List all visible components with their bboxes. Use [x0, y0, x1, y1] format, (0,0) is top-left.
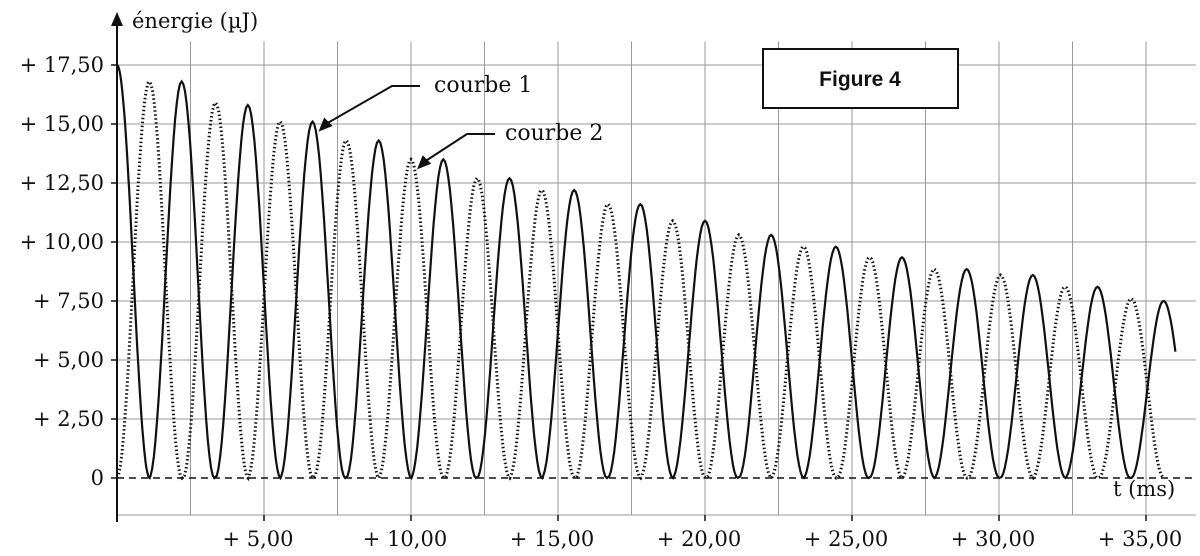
x-tick-label: + 15,00 — [510, 527, 594, 551]
series — [115, 64, 1177, 482]
annotation-arrowhead — [318, 117, 333, 132]
series-courbe-2 — [115, 79, 1165, 482]
x-tick-label: + 30,00 — [951, 527, 1035, 551]
tick-labels: 0 + 2,50 + 5,00 + 7,50 + 10,00 + 12,50 + 15,00… — [20, 53, 1183, 551]
x-tick-label: + 20,00 — [657, 527, 741, 551]
annotation-arrowhead — [417, 155, 432, 170]
figure-label: Figure 4 — [819, 68, 901, 91]
axes — [111, 12, 1196, 522]
annotation-label: courbe 1 — [434, 73, 532, 98]
y-tick-label: + 10,00 — [20, 230, 104, 254]
annotation-arrow-line — [424, 133, 495, 163]
x-tick-label: + 25,00 — [804, 527, 888, 551]
grid — [117, 41, 1196, 516]
annotation-arrow-line — [326, 85, 420, 125]
y-tick-label: + 7,50 — [33, 289, 104, 313]
figure-label-box: Figure 4 — [762, 48, 959, 109]
x-tick-label: + 35,00 — [1098, 527, 1182, 551]
y-tick-label: 0 — [91, 466, 104, 490]
y-tick-label: + 15,00 — [20, 112, 104, 136]
x-axis-title: t (ms) — [1113, 477, 1175, 501]
y-tick-label: + 17,50 — [20, 53, 104, 77]
x-tick-label: + 10,00 — [363, 527, 447, 551]
figure-label-frame — [762, 48, 959, 109]
annotation-label: courbe 2 — [505, 121, 603, 146]
y-tick-label: + 5,00 — [33, 348, 104, 372]
series-courbe-1 — [116, 64, 1177, 481]
y-axis-arrow — [111, 12, 123, 26]
y-tick-label: + 12,50 — [20, 171, 104, 195]
y-tick-label: + 2,50 — [33, 407, 104, 431]
y-axis-title: énergie (µJ) — [132, 9, 258, 33]
annotations: courbe 1 courbe 2 — [318, 73, 603, 170]
x-tick-label: + 5,00 — [222, 527, 293, 551]
